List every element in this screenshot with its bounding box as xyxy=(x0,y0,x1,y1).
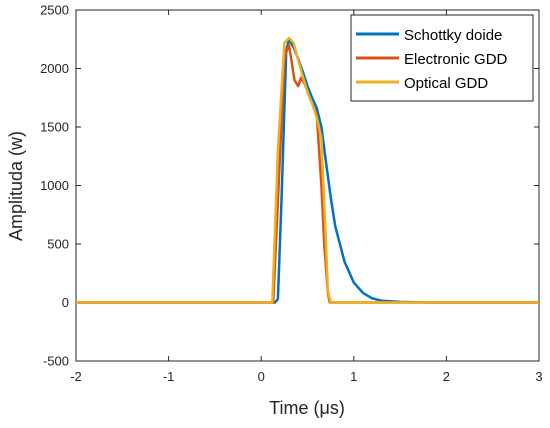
series-layer xyxy=(76,36,539,304)
y-tick-label: 500 xyxy=(47,237,69,252)
legend: Schottky doide Electronic GDD Optical GD… xyxy=(350,14,534,102)
y-axis-label: Amplituda (w) xyxy=(6,131,26,241)
x-axis-ticks: -2 -1 0 1 2 3 xyxy=(70,10,543,384)
y-tick-label: 1500 xyxy=(40,120,69,135)
y-tick-label: 2000 xyxy=(40,61,69,76)
x-tick-label: 0 xyxy=(258,369,265,384)
x-tick-label: 2 xyxy=(443,369,450,384)
x-tick-label: -1 xyxy=(163,369,175,384)
x-tick-label: 3 xyxy=(535,369,542,384)
x-tick-label: -2 xyxy=(70,369,82,384)
legend-label-optical-gdd: Optical GDD xyxy=(404,75,488,92)
y-tick-label: 1000 xyxy=(40,178,69,193)
x-axis-label: Time (μs) xyxy=(269,398,345,418)
y-axis-ticks: -500 0 500 1000 1500 2000 2500 xyxy=(40,3,539,369)
y-tick-label: -500 xyxy=(43,354,69,369)
x-tick-label: 1 xyxy=(350,369,357,384)
y-tick-label: 2500 xyxy=(40,3,69,18)
legend-label-electronic-gdd: Electronic GDD xyxy=(404,51,508,68)
legend-label-schottky: Schottky doide xyxy=(404,27,502,44)
series-line-optical-gdd xyxy=(76,36,539,304)
y-tick-label: 0 xyxy=(62,295,69,310)
